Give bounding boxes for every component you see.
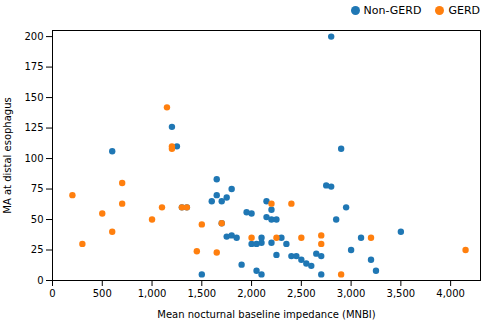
svg-text:1,500: 1,500 (187, 288, 216, 299)
svg-text:4,000: 4,000 (436, 288, 465, 299)
svg-text:3,500: 3,500 (387, 288, 416, 299)
svg-text:3,000: 3,000 (337, 288, 366, 299)
svg-text:1,000: 1,000 (138, 288, 167, 299)
svg-text:2,500: 2,500 (287, 288, 316, 299)
svg-text:100: 100 (24, 153, 43, 164)
svg-text:150: 150 (24, 92, 43, 103)
svg-text:Mean nocturnal baseline impeda: Mean nocturnal baseline impedance (MNBI) (157, 309, 376, 320)
svg-text:50: 50 (31, 214, 44, 225)
svg-text:0: 0 (37, 275, 43, 286)
html-text:GERD: GERD (448, 3, 480, 17)
html-text:Non-GERD: Non-GERD (363, 3, 422, 17)
svg-text:25: 25 (31, 244, 44, 255)
svg-text:175: 175 (24, 61, 43, 72)
svg-text:125: 125 (24, 122, 43, 133)
svg-text:0: 0 (49, 288, 55, 299)
svg-text:500: 500 (93, 288, 112, 299)
svg-text:2,000: 2,000 (237, 288, 266, 299)
svg-text:200: 200 (24, 31, 43, 42)
svg-text:75: 75 (31, 183, 44, 194)
svg-text:MA at distal esophagus: MA at distal esophagus (2, 97, 13, 213)
